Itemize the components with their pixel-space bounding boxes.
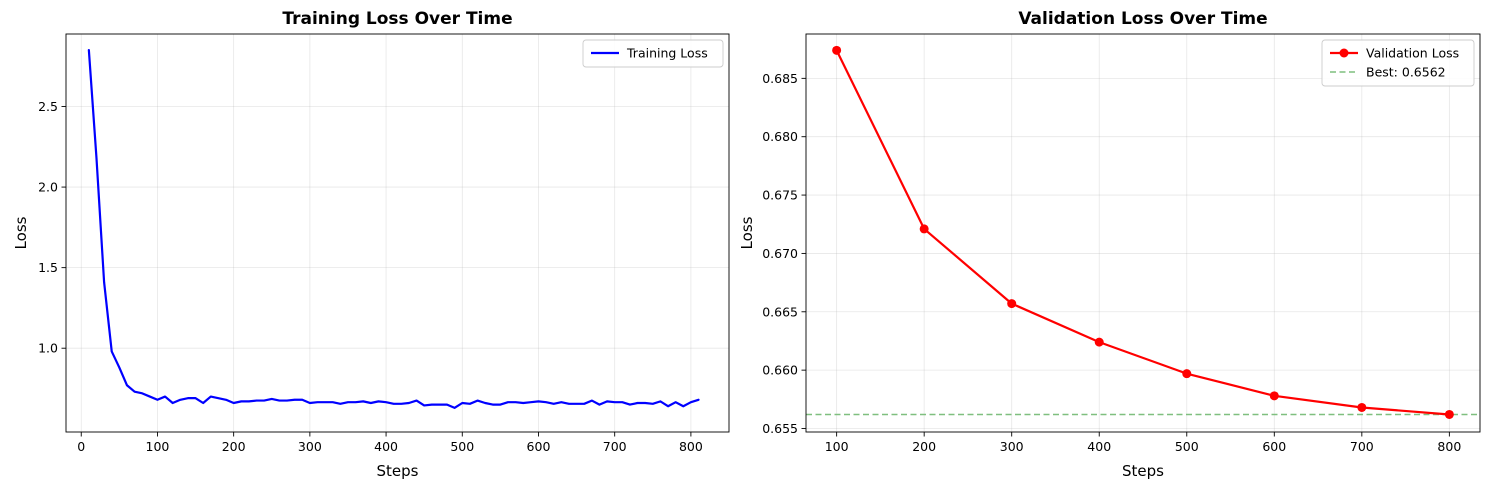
x-axis-label: Steps	[377, 462, 419, 480]
y-tick-label: 0.670	[762, 246, 798, 261]
x-tick-label: 700	[603, 439, 627, 454]
x-tick-label: 300	[1000, 439, 1024, 454]
axes-frame	[805, 33, 1481, 433]
x-tick-label: 700	[1350, 439, 1374, 454]
legend-box	[582, 39, 724, 68]
legend-label: Validation Loss	[1366, 46, 1459, 61]
axes-frame	[65, 33, 730, 433]
legend: Training Loss	[582, 39, 724, 68]
x-tick-label: 200	[912, 439, 936, 454]
x-tick-label: 600	[1262, 439, 1286, 454]
series-line-validation-loss	[835, 49, 1451, 416]
legend-item: Best: 0.6562	[1330, 65, 1446, 80]
data-point	[832, 45, 842, 55]
y-tick-label: 1.0	[38, 341, 58, 356]
y-axis-label: Loss	[738, 216, 756, 249]
data-point	[1269, 391, 1279, 401]
chart-title: Training Loss Over Time	[282, 9, 512, 29]
data-point	[919, 224, 929, 234]
legend-item: Training Loss	[591, 46, 708, 61]
chart-title: Validation Loss Over Time	[1018, 9, 1267, 29]
x-tick-label: 600	[527, 439, 551, 454]
data-point	[1444, 409, 1454, 419]
y-tick-label: 2.0	[38, 180, 58, 195]
x-axis-label: Steps	[1122, 462, 1164, 480]
x-tick-label: 200	[222, 439, 246, 454]
legend-label: Best: 0.6562	[1366, 65, 1446, 80]
legend-marker	[1339, 48, 1349, 58]
y-axis-label: Loss	[12, 216, 30, 249]
training-loss-chart: 0 100 200 300 400 500 600 700 800 1.0 1.5 2.0 2.5 Tra…	[12, 9, 730, 480]
legend-item: Validation Loss	[1330, 46, 1459, 61]
y-tick-label: 1.5	[38, 260, 58, 275]
data-point	[1357, 402, 1367, 412]
x-tick-label: 300	[298, 439, 322, 454]
legend-box	[1321, 39, 1475, 87]
x-tick-label: 100	[825, 439, 849, 454]
legend-label: Training Loss	[626, 46, 708, 61]
x-tick-label: 800	[1437, 439, 1461, 454]
y-tick-label: 0.675	[762, 188, 798, 203]
data-point	[1094, 337, 1104, 347]
x-tick-label: 400	[1087, 439, 1111, 454]
x-tick-label: 100	[146, 439, 170, 454]
x-tick-label: 500	[450, 439, 474, 454]
y-tick-label: 0.665	[762, 304, 798, 319]
data-point	[1182, 369, 1192, 379]
series-line-training-loss	[87, 49, 700, 409]
x-tick-label: 800	[679, 439, 703, 454]
validation-loss-chart: 100 200 300 400 500 600 700 800 0.655 0.660 0.665 0…	[738, 9, 1481, 480]
y-tick-label: 0.655	[762, 421, 798, 436]
data-point	[1007, 299, 1017, 309]
x-tick-label: 400	[374, 439, 398, 454]
y-tick-label: 0.680	[762, 129, 798, 144]
x-tick-label: 0	[77, 439, 85, 454]
y-tick-label: 0.660	[762, 363, 798, 378]
legend: Validation Loss Best: 0.6562	[1321, 39, 1475, 87]
x-tick-label: 500	[1175, 439, 1199, 454]
y-tick-label: 2.5	[38, 99, 58, 114]
y-tick-label: 0.685	[762, 71, 798, 86]
